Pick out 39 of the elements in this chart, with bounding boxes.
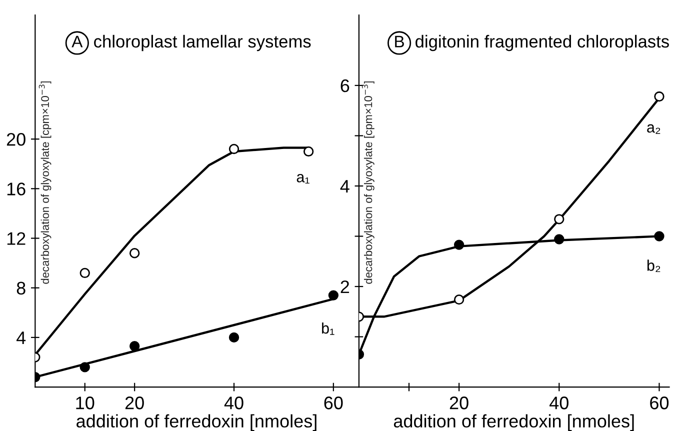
x-tick-label: 40 [550, 396, 568, 410]
point [129, 341, 140, 352]
y-tick-label: 20 [6, 133, 26, 146]
y-tick-label: 4 [340, 180, 350, 193]
point [454, 294, 464, 305]
point [454, 240, 464, 250]
y-tick-label: 8 [16, 282, 26, 295]
annotation: b₂ [647, 260, 660, 272]
x-axis-title: addition of ferredoxin [nmoles] [394, 414, 634, 431]
point [129, 248, 140, 258]
point [654, 231, 664, 242]
annotation: a₁ [296, 174, 310, 184]
y-tick-label: 2 [340, 280, 350, 294]
annotation: a₂ [647, 124, 660, 134]
annotation: b₁ [322, 322, 334, 335]
text: B digitonin fragmented chloroplasts [395, 34, 669, 52]
x-tick-label: 20 [450, 396, 468, 410]
point [228, 332, 240, 343]
y-tick-label: 16 [7, 182, 26, 196]
x-tick-label: 60 [650, 396, 669, 410]
text: A chloroplast lamellar systems [72, 34, 311, 52]
point [228, 144, 240, 154]
x-tick-label: 60 [324, 396, 343, 410]
x-axis-title: addition of ferredoxin [nmoles] [76, 414, 316, 431]
x-tick-label: 20 [125, 396, 144, 410]
point [303, 146, 314, 157]
point [80, 362, 90, 372]
x-tick-label: 40 [224, 396, 244, 410]
y-tick-label: 12 [7, 232, 26, 245]
point [554, 214, 564, 224]
y-axis-title: decarboxylation of glyoxylate [cpm×10$^{−3}$] [38, 81, 52, 284]
point [554, 234, 564, 244]
point [654, 91, 664, 102]
y-tick-label: 4 [16, 332, 26, 344]
y-tick-label: 6 [340, 79, 350, 92]
point [328, 290, 339, 300]
point [80, 268, 90, 278]
y-axis-title: decarboxylation of glyoxylate [cpm×10$^{−3}$] [362, 81, 374, 284]
x-tick-label: 10 [76, 396, 94, 410]
